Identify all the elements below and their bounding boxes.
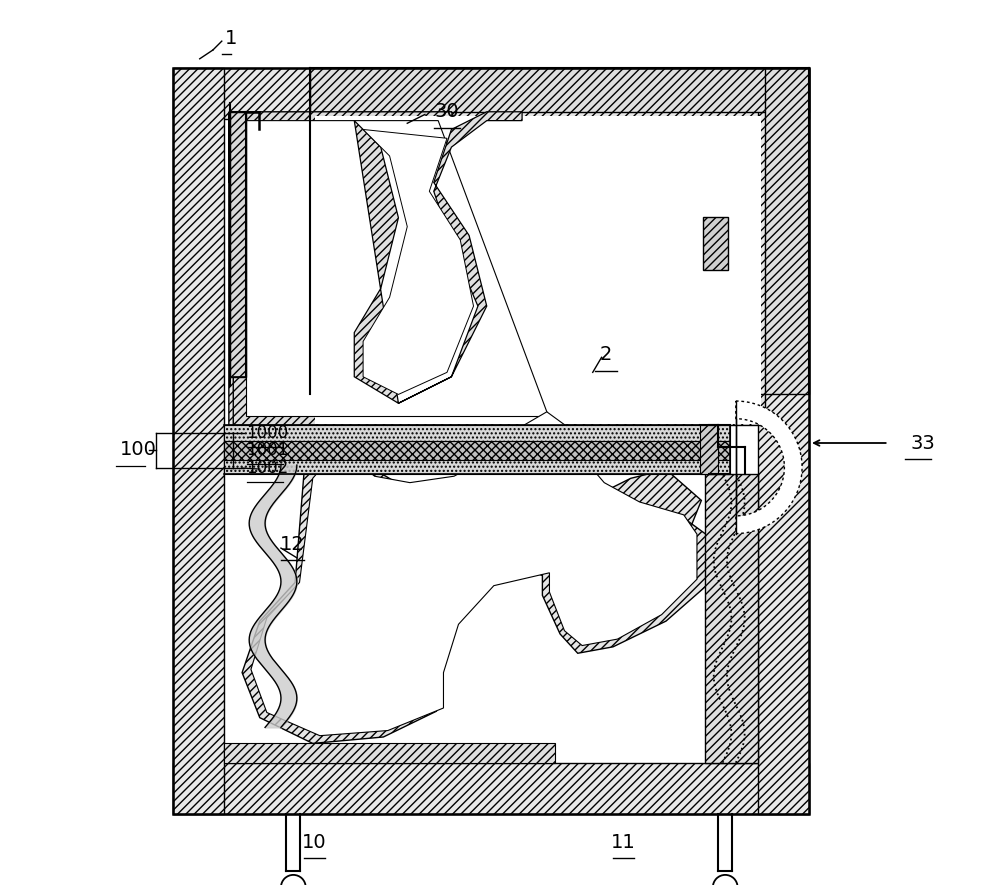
Text: 1000: 1000 — [247, 424, 289, 441]
Text: 10: 10 — [302, 833, 327, 851]
Polygon shape — [173, 763, 809, 814]
Polygon shape — [703, 217, 728, 270]
Polygon shape — [224, 441, 730, 461]
Polygon shape — [229, 112, 345, 425]
Text: 1001: 1001 — [247, 440, 289, 459]
Polygon shape — [173, 67, 809, 119]
Polygon shape — [758, 67, 809, 814]
Text: 11: 11 — [611, 833, 636, 851]
Polygon shape — [315, 116, 761, 424]
Polygon shape — [736, 401, 802, 533]
Polygon shape — [251, 412, 697, 735]
Text: 33: 33 — [911, 433, 935, 453]
Text: 12: 12 — [280, 535, 305, 554]
Polygon shape — [224, 743, 555, 763]
Polygon shape — [705, 474, 758, 763]
Polygon shape — [233, 112, 575, 425]
Polygon shape — [765, 67, 809, 394]
Text: 1002: 1002 — [247, 459, 289, 477]
Polygon shape — [224, 119, 758, 763]
Text: 100: 100 — [120, 440, 157, 459]
Polygon shape — [224, 425, 730, 441]
Polygon shape — [173, 67, 224, 814]
Polygon shape — [242, 408, 710, 743]
Polygon shape — [310, 67, 809, 112]
Polygon shape — [363, 129, 474, 394]
Polygon shape — [224, 461, 730, 474]
Text: 30: 30 — [435, 102, 459, 121]
Polygon shape — [700, 425, 718, 474]
Polygon shape — [304, 470, 701, 588]
Polygon shape — [310, 394, 765, 425]
Polygon shape — [247, 120, 549, 416]
Polygon shape — [230, 112, 246, 377]
Text: 2: 2 — [600, 346, 612, 364]
Text: 1: 1 — [224, 29, 237, 48]
Polygon shape — [354, 112, 522, 403]
